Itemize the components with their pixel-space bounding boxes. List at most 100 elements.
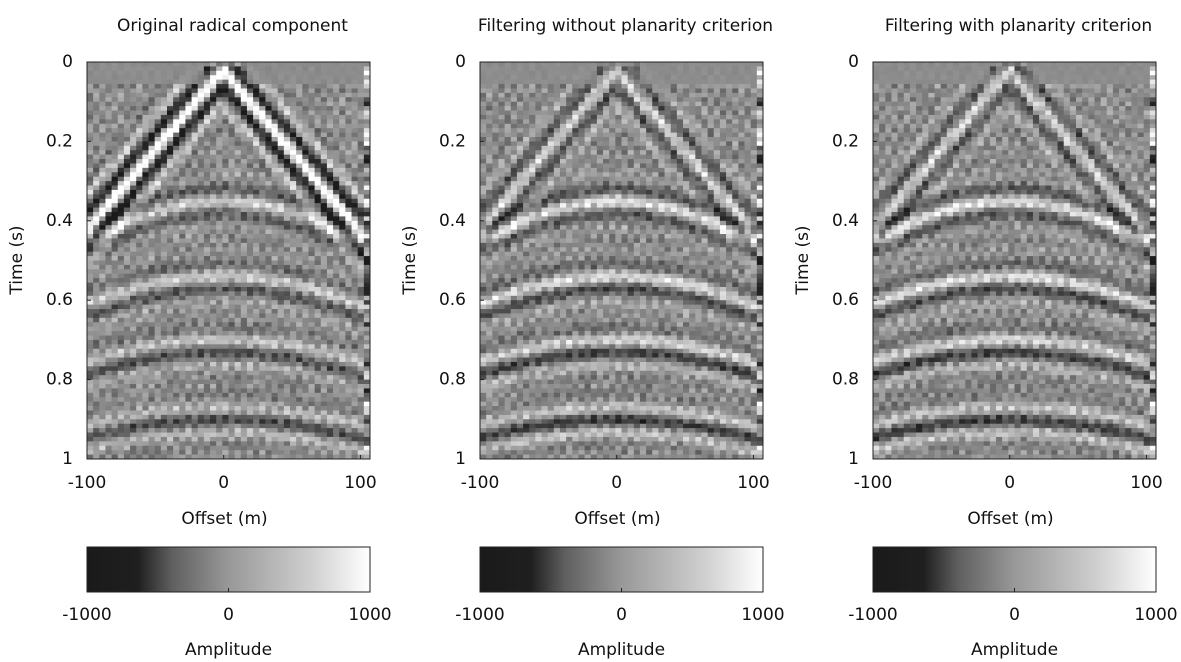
seismic-cell [191,322,199,328]
seismic-cell [197,432,205,438]
seismic-cell [216,331,223,336]
seismic-cell [246,101,254,107]
seismic-cell [154,304,162,310]
seismic-cell [529,75,536,81]
seismic-cell [339,339,346,345]
seismic-cell [339,211,346,217]
seismic-cell [259,150,266,156]
seismic-cell [87,216,94,222]
seismic-cell [87,247,94,253]
seismic-cell [111,348,119,354]
seismic-cell [339,260,346,266]
seismic-cell [160,361,168,367]
seismic-cell [234,101,242,107]
seismic-cell [333,313,340,319]
seismic-cell [492,278,499,283]
seismic-cell [333,75,340,81]
seismic-cell [117,269,125,275]
seismic-cell [246,353,254,358]
seismic-cell [504,339,512,345]
seismic-cell [290,110,297,116]
seismic-cell [228,123,236,129]
seismic-cell [326,163,334,169]
seismic-cell [357,256,365,261]
seismic-cell [480,238,487,244]
seismic-cell [111,441,119,447]
seismic-cell [210,353,217,358]
seismic-cell [160,370,168,376]
seismic-cell [486,128,493,133]
seismic-cell [296,88,303,94]
seismic-cell [326,445,334,451]
seismic-cell [504,75,512,81]
seismic-cell [510,75,518,81]
seismic-cell [191,445,199,451]
seismic-cell [314,441,322,447]
seismic-cell [283,163,291,169]
seismic-cell [99,225,106,231]
seismic-cell [504,414,512,420]
seismic-cell [259,84,266,89]
seismic-cell [123,392,131,398]
seismic-cell [228,185,236,191]
seismic-cell [283,106,291,111]
seismic-cell [308,150,316,156]
seismic-cell [333,357,340,363]
seismic-cell [290,397,297,403]
seismic-cell [240,106,248,111]
seismic-cell [216,278,223,283]
seismic-cell [203,300,211,306]
seismic-cell [345,225,352,231]
seismic-cell [308,207,316,213]
seismic-cell [363,264,371,270]
seismic-cell [87,313,94,319]
seismic-cell [111,326,119,332]
seismic-cell [105,167,113,173]
seismic-cell [93,322,100,328]
seismic-cell [492,432,499,438]
seismic-cell [480,106,487,111]
seismic-cell [216,172,223,178]
seismic-cell [160,256,168,261]
seismic-cell [345,220,352,226]
seismic-cell [216,326,223,332]
seismic-cell [314,185,322,191]
seismic-cell [105,110,113,116]
seismic-cell [210,392,217,398]
seismic-cell [523,172,530,178]
seismic-cell [326,207,334,213]
seismic-cell [173,370,180,376]
seismic-cell [99,141,106,147]
seismic-cell [314,388,322,394]
seismic-cell [302,335,309,341]
seismic-cell [99,370,106,376]
seismic-cell [504,361,512,367]
seismic-cell [197,401,205,407]
seismic-cell [498,123,506,129]
seismic-cell [117,278,125,283]
seismic-cell [523,375,530,380]
seismic-cell [339,388,346,394]
seismic-cell [314,286,322,292]
seismic-cell [240,392,248,398]
seismic-cell [302,150,309,156]
seismic-cell [523,119,530,125]
seismic-cell [99,159,106,164]
seismic-cell [320,278,328,283]
seismic-cell [93,238,100,244]
seismic-cell [185,260,192,266]
seismic-cell [314,300,322,306]
seismic-cell [166,136,174,142]
seismic-cell [296,322,303,328]
seismic-cell [363,238,371,244]
seismic-cell [363,79,371,85]
seismic-cell [197,242,205,248]
seismic-cell [259,159,266,164]
seismic-cell [290,128,297,133]
seismic-cell [283,242,291,248]
seismic-cell [240,348,248,354]
seismic-cell [498,88,506,94]
seismic-cell [283,384,291,389]
seismic-cell [320,428,328,433]
seismic-cell [510,401,518,407]
